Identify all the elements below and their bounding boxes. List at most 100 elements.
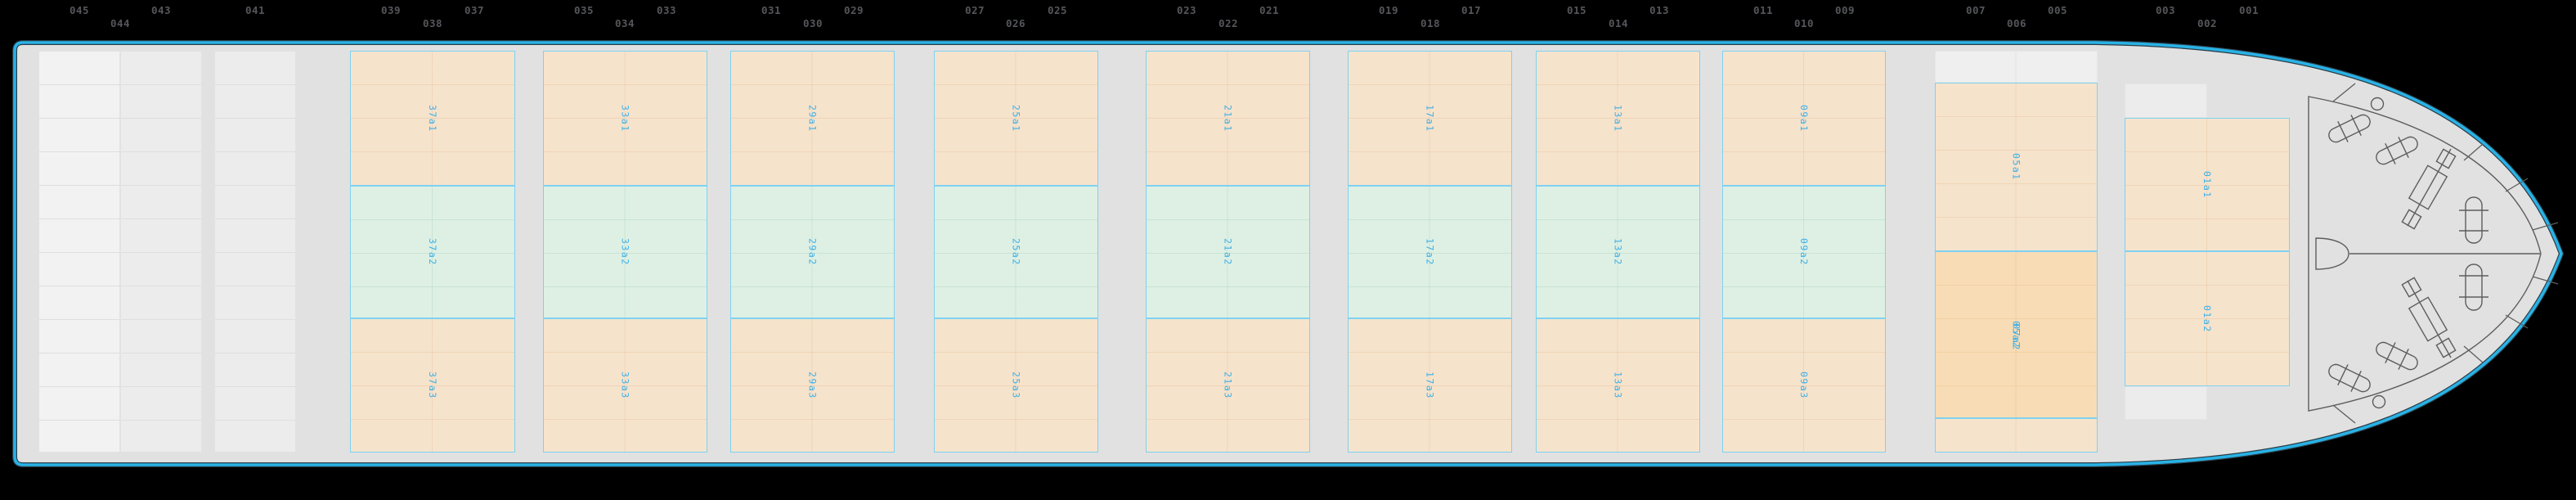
bay-number-label: 019: [1378, 4, 1399, 16]
bay-zone-17a3[interactable]: 17a3: [1348, 318, 1512, 453]
bay-zone-09a1[interactable]: 09a1: [1722, 51, 1886, 186]
bay-zone-label: 09a1: [1798, 104, 1810, 133]
bay-block-01: 01a1 01a2: [2125, 118, 2290, 386]
bay-zone-label: 25a2: [1010, 238, 1022, 266]
bay-number-label: 001: [2238, 4, 2260, 16]
bay-zone-37a3[interactable]: 37a3: [350, 318, 515, 453]
bay-zone-label: 37a2: [427, 238, 438, 266]
bay-zone-label: 13a1: [1612, 104, 1624, 133]
bay-number-label: 010: [1793, 17, 1815, 29]
bay-zone-label: 29a1: [806, 104, 819, 133]
bay-block-29: 29a1 29a2 29a3: [730, 51, 895, 453]
bay-zone-label: 17a1: [1424, 104, 1436, 133]
hull-tick-icon: [2332, 83, 2559, 424]
bay-zone-13a3[interactable]: 13a3: [1536, 318, 1700, 453]
bay-number-label: 044: [110, 17, 131, 29]
bay-zone-09a3[interactable]: 09a3: [1722, 318, 1886, 453]
bay-zone-21a2[interactable]: 21a2: [1146, 186, 1310, 318]
bay-number-label: 041: [245, 4, 266, 16]
bay-zone-label: 25a3: [1010, 372, 1022, 399]
bay-number-label: 027: [964, 4, 985, 16]
bay-zone-33a1[interactable]: 33a1: [543, 51, 707, 186]
bay-number-label: 013: [1649, 4, 1670, 16]
bay-zone-cells[interactable]: [1935, 418, 2098, 453]
bay-zone-33a3[interactable]: 33a3: [543, 318, 707, 453]
bay-block-05: 05a1 05a2 07a2: [1935, 51, 2098, 453]
bay-number-label: 014: [1608, 17, 1629, 29]
bay-zone-25a2[interactable]: 25a2: [934, 186, 1098, 318]
bay-number-label: 033: [656, 4, 677, 16]
bay-zone-29a3[interactable]: 29a3: [730, 318, 895, 453]
bay01-cell-cap[interactable]: [2125, 83, 2207, 118]
bay-zone-label: 09a3: [1798, 372, 1810, 399]
mooring-winch-icon: [2328, 114, 2371, 143]
bay-zone-25a3[interactable]: 25a3: [934, 318, 1098, 453]
bay-number-label: 015: [1566, 4, 1587, 16]
bay-block-09: 09a1 09a2 09a3: [1722, 51, 1886, 453]
bay-block-37: 37a1 37a2 37a3: [350, 51, 515, 453]
bay-zone-label: 21a1: [1222, 104, 1234, 133]
bay01-cell-cap[interactable]: [2125, 386, 2207, 420]
bay-number-label: 023: [1176, 4, 1197, 16]
bay-block-13: 13a1 13a2 13a3: [1536, 51, 1700, 453]
bay-zone-label: 01a1: [2201, 170, 2213, 199]
bay-number-label: 039: [380, 4, 402, 16]
cell-column[interactable]: [120, 51, 202, 453]
bay-zone-13a1[interactable]: 13a1: [1536, 51, 1700, 186]
bay-zone-17a2[interactable]: 17a2: [1348, 186, 1512, 318]
bay-zone-label: 33a3: [619, 372, 631, 399]
forecastle-outline-icon: [2308, 96, 2542, 412]
bay-zone-01a2[interactable]: 01a2: [2125, 251, 2290, 386]
bay-zone-05a2[interactable]: 05a2 07a2: [1935, 251, 2098, 418]
vertical-winch-icon: [2459, 264, 2488, 311]
bay-number-label: 045: [69, 4, 90, 16]
bay-zone-21a1[interactable]: 21a1: [1146, 51, 1310, 186]
bay-zone-cells[interactable]: [1935, 51, 2098, 83]
bay-zone-label: 33a1: [619, 104, 631, 133]
bay-number-label: 018: [1420, 17, 1441, 29]
hull-border: [13, 41, 2563, 466]
bay-number-label: 031: [761, 4, 782, 16]
bay-zone-05a1[interactable]: 05a1: [1935, 83, 2098, 251]
bay-number-label: 006: [2006, 17, 2027, 29]
bay-number-label: 043: [150, 4, 172, 16]
bay-block-25: 25a1 25a2 25a3: [934, 51, 1098, 453]
bay-zone-label: 29a3: [806, 372, 819, 399]
mooring-winch-icon: [2376, 341, 2418, 371]
bay-zone-label: 21a3: [1222, 372, 1234, 399]
bay-number-label: 007: [1965, 4, 1986, 16]
bay-number-label: 017: [1461, 4, 1482, 16]
bay-zone-label: 13a3: [1612, 372, 1624, 399]
bay-number-label: 005: [2047, 4, 2068, 16]
bay-zone-label: 25a1: [1010, 104, 1022, 133]
bay-number-label: 029: [843, 4, 864, 16]
bay-zone-09a2[interactable]: 09a2: [1722, 186, 1886, 318]
cell-column[interactable]: [38, 51, 120, 453]
bay-zone-label: 05a1: [2010, 153, 2022, 181]
bay-zone-21a3[interactable]: 21a3: [1146, 318, 1310, 453]
bay-zone-37a2[interactable]: 37a2: [350, 186, 515, 318]
bay-zone-17a1[interactable]: 17a1: [1348, 51, 1512, 186]
bay-zone-label: 29a2: [806, 238, 819, 266]
bay-zone-33a2[interactable]: 33a2: [543, 186, 707, 318]
bay-number-label: 035: [573, 4, 595, 16]
bay-zone-25a1[interactable]: 25a1: [934, 51, 1098, 186]
bay-zone-29a1[interactable]: 29a1: [730, 51, 895, 186]
mooring-winch-icon: [2376, 136, 2418, 165]
fairlead-circle-icon: [2370, 97, 2385, 111]
bay-zone-37a1[interactable]: 37a1: [350, 51, 515, 186]
bay-zone-13a2[interactable]: 13a2: [1536, 186, 1700, 318]
bay-number-label: 009: [1834, 4, 1856, 16]
bay-zone-29a2[interactable]: 29a2: [730, 186, 895, 318]
bay-number-label: 003: [2155, 4, 2176, 16]
bay-number-label: 038: [422, 17, 443, 29]
bay-zone-label: 37a1: [427, 104, 438, 133]
bay-block-21: 21a1 21a2 21a3: [1146, 51, 1310, 453]
bay-zone-01a1[interactable]: 01a1: [2125, 118, 2290, 251]
bay-zone-label-overlap: 07a2: [2010, 323, 2022, 351]
cell-column[interactable]: [214, 51, 296, 453]
anchor-windlass-icon: [2401, 148, 2457, 230]
bay-zone-label: 37a3: [427, 372, 438, 399]
vertical-winch-icon: [2459, 196, 2488, 244]
